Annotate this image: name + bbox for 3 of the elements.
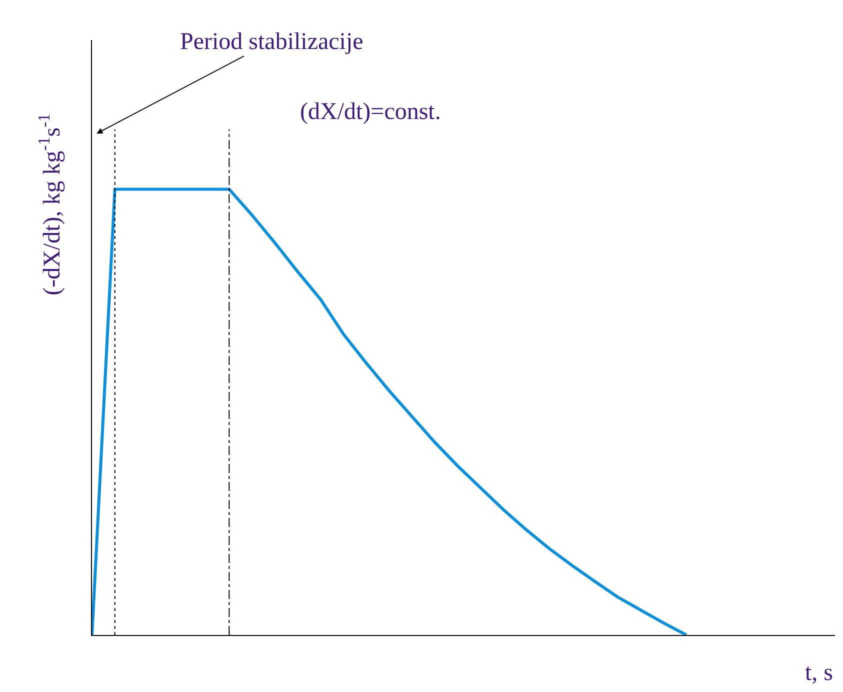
text: (dX/dt)=const.	[300, 99, 441, 125]
x-axis-title: t, s	[805, 660, 834, 686]
text: Period stabilizacije	[180, 29, 364, 55]
